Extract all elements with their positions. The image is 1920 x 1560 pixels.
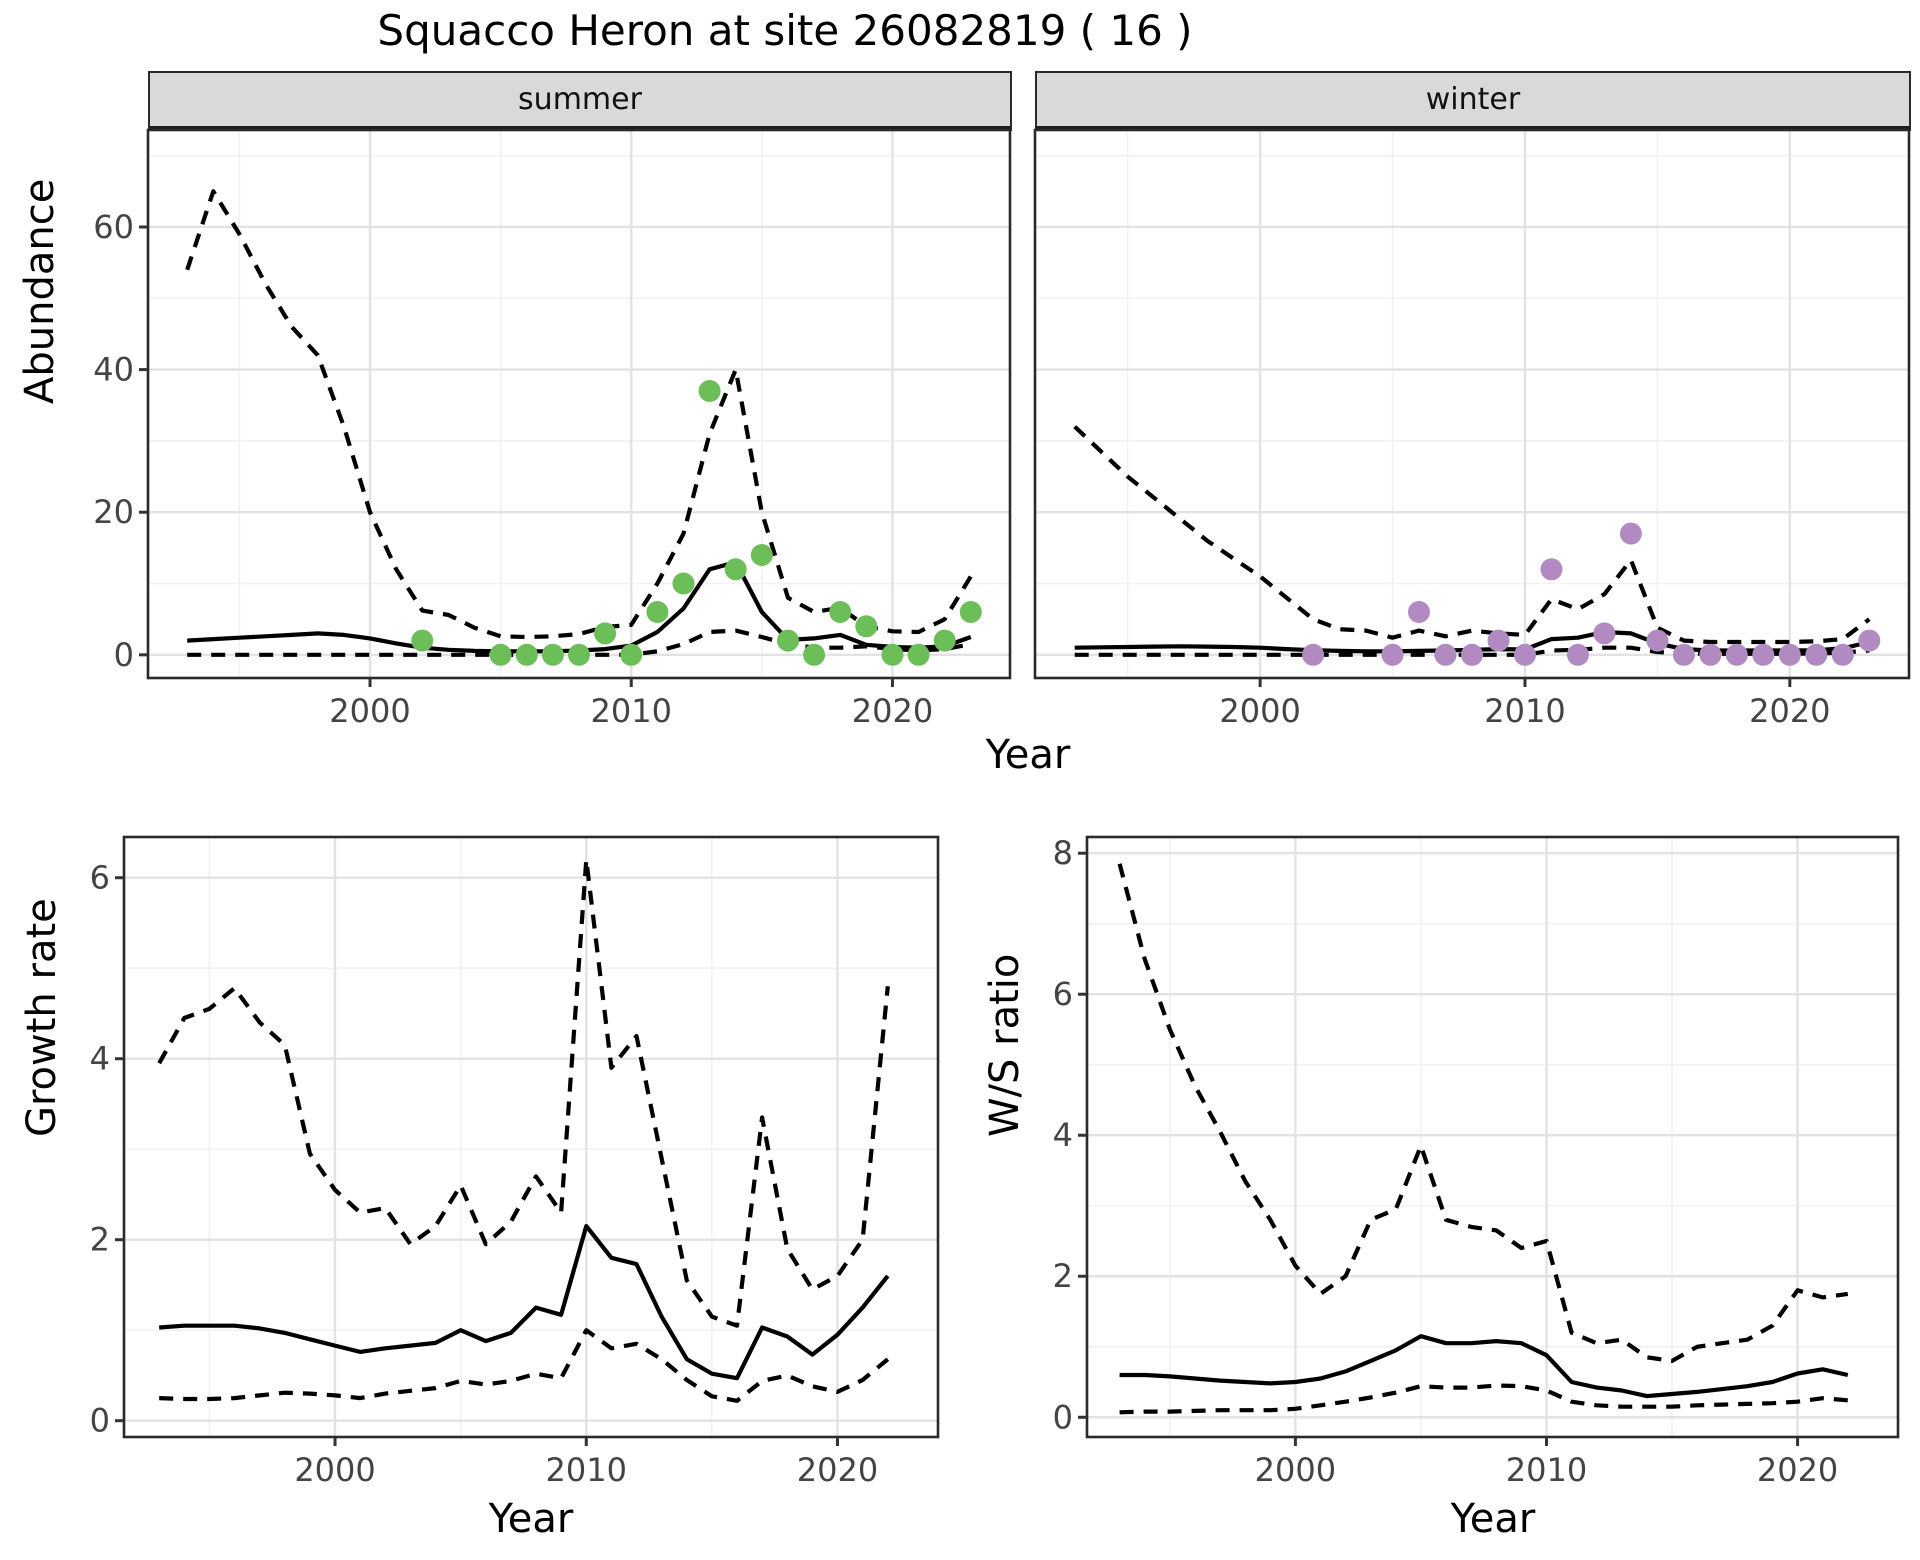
abundance_winter-observation-point bbox=[1461, 643, 1483, 666]
abundance_summer-observation-point bbox=[881, 643, 904, 666]
abundance_summer-observation-point bbox=[489, 643, 512, 666]
ws_ratio-upper_ci-line bbox=[1117, 863, 1849, 1363]
abundance_winter-upper_ci-line bbox=[1073, 425, 1871, 645]
abundance_winter-observation-point bbox=[1540, 558, 1563, 581]
y-tick-label: 0 bbox=[1053, 1398, 1073, 1436]
abundance_summer-observation-point bbox=[803, 643, 826, 666]
abundance_winter-observation-point bbox=[1593, 622, 1616, 645]
abundance_summer-observation-point bbox=[777, 629, 799, 652]
y-tick-label: 40 bbox=[93, 351, 134, 389]
growth_rate-mean-line bbox=[159, 1224, 890, 1381]
x-tick-label: 2010 bbox=[1484, 692, 1565, 730]
panel-border bbox=[1033, 128, 1911, 680]
x-tick-label: 2020 bbox=[852, 692, 933, 730]
year-axis-title-growth: Year bbox=[488, 1496, 574, 1542]
year-axis-title-top: Year bbox=[985, 732, 1071, 778]
facet-strip-summer: summer bbox=[148, 71, 1012, 131]
abundance_summer-observation-point bbox=[620, 643, 643, 666]
abundance_winter-observation-point bbox=[1646, 629, 1669, 652]
abundance_winter-observation-point bbox=[1408, 601, 1430, 623]
abundance_summer-observation-point bbox=[750, 544, 773, 566]
y-tick-label: 2 bbox=[90, 1221, 110, 1259]
panel-border bbox=[146, 128, 1012, 680]
abundance_winter-observation-point bbox=[1672, 643, 1695, 666]
abundance_summer-upper_ci-line bbox=[185, 189, 973, 640]
x-tick-label: 2000 bbox=[1219, 692, 1300, 730]
y-tick-label: 2 bbox=[1053, 1257, 1073, 1295]
abundance_summer-observation-point bbox=[855, 615, 878, 638]
x-tick-label: 2010 bbox=[591, 692, 672, 730]
abundance_winter-observation-point bbox=[1752, 643, 1775, 666]
year-axis-title-ws: Year bbox=[1450, 1496, 1536, 1542]
x-tick-label: 2020 bbox=[797, 1451, 878, 1489]
abundance_winter-observation-point bbox=[1302, 643, 1325, 666]
abundance_summer-observation-point bbox=[568, 643, 590, 666]
panel-border bbox=[1085, 835, 1900, 1439]
ws_ratio-lower_ci-line bbox=[1119, 1383, 1848, 1415]
y-tick-label: 20 bbox=[93, 493, 134, 531]
abundance_winter-observation-point bbox=[1487, 629, 1510, 652]
x-tick-label: 2000 bbox=[329, 692, 410, 730]
panel-abundance_winter: 2000 2010 2020 bbox=[1033, 128, 1911, 730]
abundance_summer-observation-point bbox=[959, 601, 982, 623]
abundance_winter-observation-point bbox=[1725, 643, 1748, 666]
abundance_winter-observation-point bbox=[1805, 643, 1828, 666]
panel-ws_ratio: 2000 2010 2020 0 2 4 6 8 bbox=[1053, 834, 1900, 1489]
panel-border bbox=[122, 835, 940, 1439]
panel-abundance_summer: 2000 2010 2020 0 20 40 60 bbox=[93, 128, 1012, 730]
abundance_summer-observation-point bbox=[672, 572, 695, 595]
x-tick-label: 2000 bbox=[1255, 1451, 1336, 1489]
abundance_summer-observation-point bbox=[933, 629, 956, 652]
abundance_summer-observation-point bbox=[829, 601, 852, 623]
y-tick-label: 0 bbox=[90, 1402, 110, 1440]
abundance_winter-observation-point bbox=[1566, 643, 1589, 666]
abundance_winter-observation-point bbox=[1381, 643, 1404, 666]
abundance_winter-observation-point bbox=[1434, 643, 1457, 666]
abundance_winter-observation-point bbox=[1778, 643, 1801, 666]
abundance_summer-observation-point bbox=[646, 601, 669, 623]
y-tick-label: 0 bbox=[114, 636, 134, 674]
y-tick-label: 4 bbox=[90, 1040, 110, 1078]
abundance_summer-mean-line bbox=[187, 560, 972, 654]
abundance_winter-observation-point bbox=[1514, 643, 1536, 666]
y-tick-label: 8 bbox=[1053, 834, 1073, 872]
facet-strip-winter: winter bbox=[1035, 71, 1911, 131]
x-tick-label: 2010 bbox=[546, 1451, 627, 1489]
abundance_summer-observation-point bbox=[724, 558, 747, 581]
x-tick-label: 2000 bbox=[294, 1451, 375, 1489]
growth_rate-lower_ci-line bbox=[159, 1328, 890, 1403]
facet-strip-summer-label: summer bbox=[518, 82, 642, 117]
abundance_winter-observation-point bbox=[1831, 643, 1854, 666]
abundance_summer-observation-point bbox=[515, 643, 538, 666]
abundance_winter-observation-point bbox=[1858, 629, 1881, 652]
x-tick-label: 2020 bbox=[1749, 692, 1830, 730]
y-tick-label: 4 bbox=[1053, 1116, 1073, 1154]
x-tick-label: 2020 bbox=[1757, 1451, 1838, 1489]
y-tick-label: 6 bbox=[90, 859, 110, 897]
growth_rate-upper_ci-line bbox=[157, 857, 890, 1328]
facet-strip-winter-label: winter bbox=[1425, 82, 1521, 117]
abundance_summer-observation-point bbox=[907, 643, 930, 666]
abundance_summer-observation-point bbox=[411, 629, 434, 652]
ws_ratio-mean-line bbox=[1119, 1334, 1849, 1399]
abundance_summer-observation-point bbox=[698, 380, 721, 402]
y-tick-label: 6 bbox=[1053, 975, 1073, 1013]
y-tick-label: 60 bbox=[93, 208, 134, 246]
panel-growth_rate: 2000 2010 2020 0 2 4 6 bbox=[90, 835, 940, 1489]
figure-title: Squacco Heron at site 26082819 ( 16 ) bbox=[377, 6, 1193, 55]
abundance_winter-observation-point bbox=[1699, 643, 1722, 666]
abundance_winter-observation-point bbox=[1619, 522, 1642, 545]
abundance_summer-observation-point bbox=[594, 622, 617, 645]
x-tick-label: 2010 bbox=[1506, 1451, 1587, 1489]
abundance_summer-observation-point bbox=[541, 643, 564, 666]
